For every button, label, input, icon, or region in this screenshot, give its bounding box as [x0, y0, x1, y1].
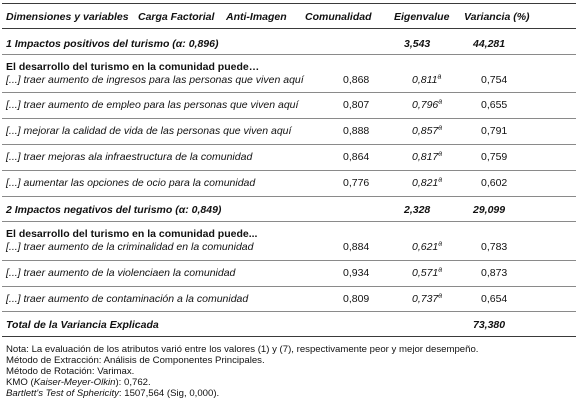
total-variance: 73,380 — [473, 319, 506, 331]
total-label: Total de la Variancia Explicada — [6, 319, 159, 331]
table-row-anti-image: 0,811a — [412, 73, 442, 87]
note-kmo: KMO (Kaiser-Meyer-Olkin): 0,762. — [6, 377, 151, 388]
row-rule — [2, 311, 576, 312]
section1-title: 1 Impactos positivos del turismo (α: 0,8… — [6, 38, 219, 50]
header-dimensions: Dimensiones y variables — [6, 11, 129, 23]
table-row-label: [...] aumentar las opciones de ocio para… — [6, 177, 256, 189]
table-row-communality: 0,759 — [481, 151, 508, 163]
table-row-communality: 0,783 — [481, 241, 508, 253]
table-row-loading: 0,776 — [343, 177, 370, 189]
table-row-anti-image: 0,571a — [412, 266, 443, 280]
section2-variance: 29,099 — [473, 204, 506, 216]
section1-subtitle: El desarrollo del turismo en la comunida… — [6, 61, 260, 73]
header-variance: Variancia (%) — [464, 11, 530, 23]
table-row-anti-image: 0,817a — [412, 150, 443, 164]
note-extraction: Método de Extracción: Análisis de Compon… — [6, 355, 265, 366]
row-rule — [2, 260, 576, 261]
table-row-label: [...] traer aumento de ingresos para las… — [6, 74, 304, 86]
table-row-communality: 0,873 — [481, 267, 508, 279]
header-factor-loading: Carga Factorial — [138, 11, 215, 23]
section2-eigenvalue: 2,328 — [404, 204, 431, 216]
table-row-anti-image: 0,796a — [412, 98, 443, 112]
table-row-label: [...] traer aumento de la criminalidad e… — [6, 241, 254, 253]
table-row-anti-image: 0,821a — [412, 176, 443, 190]
table-row-loading: 0,809 — [343, 293, 370, 305]
header-anti-image: Anti-Imagen — [226, 11, 287, 23]
table-row-label: [...] traer mejoras ala infraestructura … — [6, 151, 253, 163]
header-communality: Comunalidad — [305, 11, 372, 23]
table-row-label: [...] traer aumento de empleo para las p… — [6, 99, 299, 111]
table-top-rule — [2, 3, 576, 4]
table-row-loading: 0,807 — [343, 99, 370, 111]
row-rule — [2, 144, 576, 145]
table-bottom-rule — [2, 336, 576, 337]
table-row-communality: 0,791 — [481, 125, 508, 137]
table-row-communality: 0,602 — [481, 177, 508, 189]
table-row-anti-image: 0,737a — [412, 292, 443, 306]
section1-eigenvalue: 3,543 — [404, 38, 431, 50]
section2-rule — [2, 221, 576, 222]
table-row-anti-image: 0,621a — [412, 240, 443, 254]
table-row-anti-image: 0,857a — [412, 124, 443, 138]
table-row-communality: 0,754 — [481, 74, 508, 86]
row-rule — [2, 118, 576, 119]
note-line: Nota: La evaluación de los atributos var… — [6, 344, 479, 355]
table-row-communality: 0,655 — [481, 99, 508, 111]
table-row-loading: 0,868 — [343, 74, 370, 86]
table-row-label: [...] mejorar la calidad de vida de las … — [6, 125, 292, 137]
table-row-loading: 0,864 — [343, 151, 370, 163]
header-rule — [2, 28, 576, 29]
section2-title: 2 Impactos negativos del turismo (α: 0,8… — [6, 204, 222, 216]
note-rotation: Método de Rotación: Varimax. — [6, 366, 135, 377]
table-row-loading: 0,888 — [343, 125, 370, 137]
row-rule — [2, 92, 576, 93]
table-row-label: [...] traer aumento de contaminación a l… — [6, 293, 249, 305]
row-rule — [2, 196, 576, 197]
note-bartlett: Bartlett's Test of Sphericity: 1507,564 … — [6, 388, 220, 399]
header-eigenvalue: Eigenvalue — [394, 11, 450, 23]
table-row-label: [...] traer aumento de la violenciaen la… — [6, 267, 236, 279]
table-row-loading: 0,884 — [343, 241, 370, 253]
row-rule — [2, 170, 576, 171]
table-row-loading: 0,934 — [343, 267, 370, 279]
section2-subtitle: El desarrollo del turismo en la comunida… — [6, 228, 258, 240]
section1-variance: 44,281 — [473, 38, 506, 50]
table-row-communality: 0,654 — [481, 293, 508, 305]
row-rule — [2, 286, 576, 287]
section1-rule — [2, 54, 576, 55]
